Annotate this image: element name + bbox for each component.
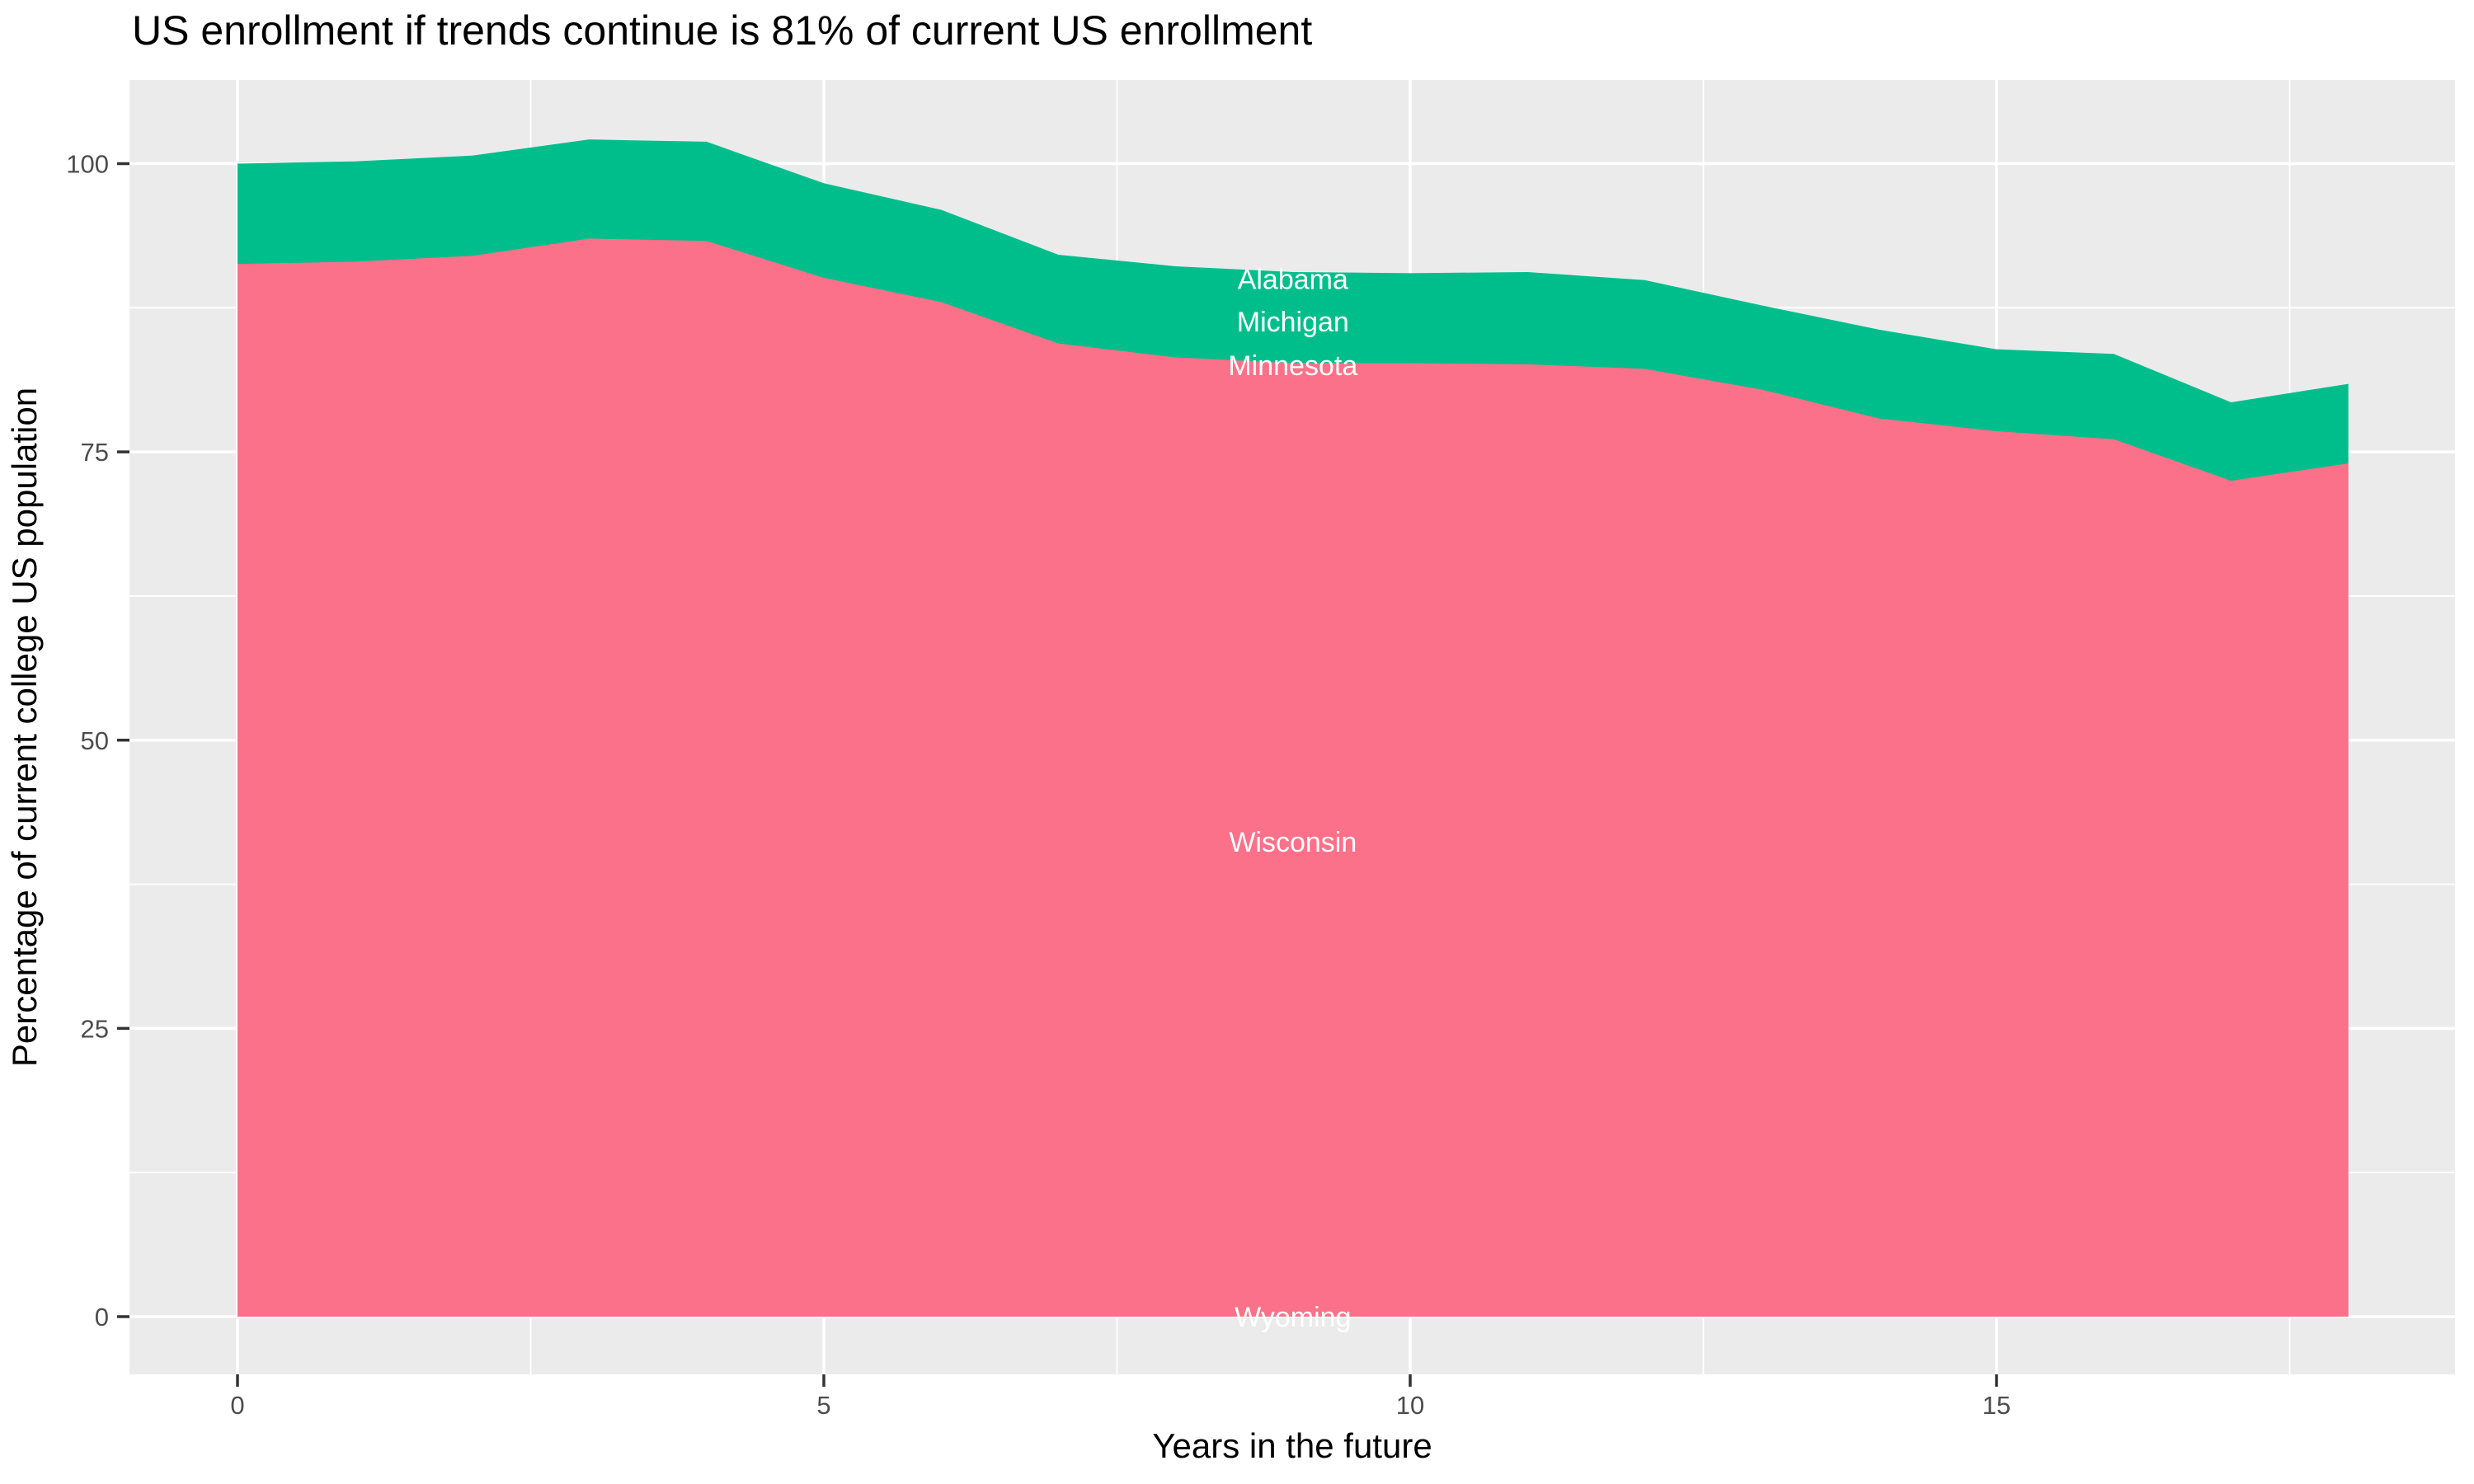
y-tick-label: 50 [81,726,109,755]
chart-title: US enrollment if trends continue is 81% … [132,7,1312,54]
y-tick-label: 25 [81,1014,109,1043]
x-tick-label: 0 [230,1391,244,1420]
state-label-wyoming: Wyoming [1235,1302,1351,1333]
area-series [238,139,2349,1317]
state-label-wisconsin: Wisconsin [1229,827,1357,858]
axis-tick-marks [117,162,1998,1387]
state-label-minnesota: Minnesota [1228,350,1357,382]
x-tick-label: 10 [1396,1391,1424,1420]
y-tick-label: 75 [81,438,109,467]
axis-tick-labels: 0 5 10 15 0 25 50 75 100 [66,150,2011,1421]
state-labels: Alabama Michigan Minnesota Wisconsin Wyoming [1228,264,1357,1333]
state-label-alabama: Alabama [1238,264,1348,295]
x-tick-label: 5 [816,1391,830,1420]
state-label-michigan: Michigan [1237,307,1349,338]
area-wisconsin-wyoming-band [238,238,2349,1317]
x-axis-title: Years in the future [1152,1426,1432,1465]
x-tick-label: 15 [1982,1391,2011,1420]
y-axis-title: Percentage of current college US populat… [5,387,44,1067]
y-tick-label: 100 [66,150,109,179]
y-tick-label: 0 [95,1303,109,1331]
